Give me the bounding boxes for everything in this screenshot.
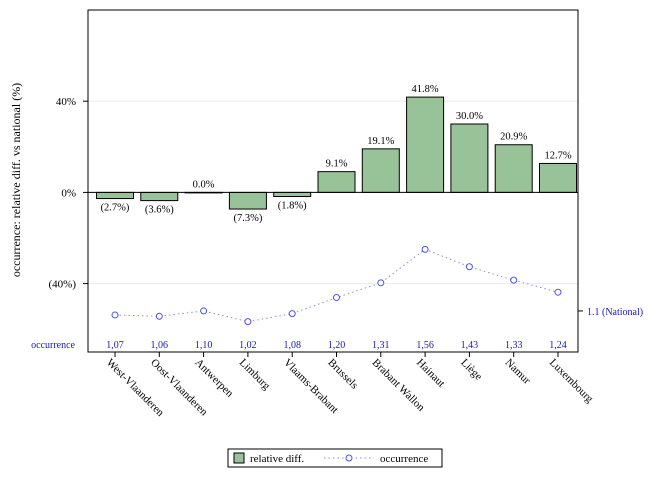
bars-group: (2.7%) (3.6%) 0.0% (7.3%) (1.8%) 9.1% 19.1% 41.… <box>96 84 577 224</box>
bar-value-label: 12.7% <box>544 150 571 161</box>
bar-value-label: (1.8%) <box>278 201 307 212</box>
bar <box>539 162 577 193</box>
occurrence-row-label: occurrence <box>31 340 75 351</box>
bar-value-label: 0.0% <box>193 179 215 190</box>
legend: relative diff. occurrence <box>227 448 443 468</box>
occurrence-point <box>333 294 340 302</box>
occurrence-value-label: 1,24 <box>549 340 567 351</box>
occurrence-value-label: 1,43 <box>461 340 479 351</box>
y-tick-label: 0% <box>61 187 76 199</box>
occurrence-point <box>155 312 163 320</box>
national-reference-label: 1.1 (National) <box>587 307 643 318</box>
bar <box>494 144 533 193</box>
bar <box>96 191 134 200</box>
legend-label-occurrence: occurrence <box>380 453 428 465</box>
bar-value-label: (2.7%) <box>101 203 130 214</box>
bar-value-label: 41.8% <box>412 84 439 95</box>
occurrence-value-label: 1,06 <box>151 340 169 351</box>
occurrence-value-label: 1,20 <box>328 340 346 351</box>
occurrence-point <box>200 307 208 315</box>
occurrence-value-label: 1,56 <box>416 340 434 351</box>
occurrence-point <box>288 310 296 318</box>
bar-value-label: 19.1% <box>367 136 394 147</box>
bar-value-label: 20.9% <box>500 132 527 143</box>
bar <box>140 191 179 202</box>
legend-label-relative-diff: relative diff. <box>250 453 304 465</box>
occurrence-value-label: 1,33 <box>505 340 523 351</box>
bar <box>228 191 267 210</box>
y-tick-label: (40%) <box>49 279 77 291</box>
occurrence-point <box>111 311 119 319</box>
bar-value-label: 9.1% <box>326 159 348 170</box>
occurrence-point <box>554 288 562 296</box>
bar-value-label: (3.6%) <box>145 205 174 216</box>
bar-value-label: 30.0% <box>456 111 483 122</box>
bar <box>450 123 489 193</box>
occurrence-value-label: 1,08 <box>283 340 301 351</box>
occurrence-point <box>465 263 473 271</box>
y-tick-label: 40% <box>56 96 76 108</box>
grid-lines <box>88 100 578 285</box>
occurrence-point <box>421 245 429 253</box>
occurrence-line <box>114 248 559 323</box>
occurrence-point <box>244 318 252 326</box>
occurrence-value-label: 1,31 <box>372 340 390 351</box>
legend-swatch-relative-diff <box>233 452 245 464</box>
y-axis-title: occurrence: relative diff. vs national (… <box>9 83 23 277</box>
bar <box>406 96 445 193</box>
legend-box <box>227 448 443 468</box>
occurrence-value-label: 1,10 <box>195 340 213 351</box>
bar <box>273 191 312 198</box>
bar-value-label: (7.3%) <box>233 213 262 224</box>
legend-marker-occurrence <box>345 454 353 462</box>
plot-frame <box>87 9 579 353</box>
occurrence-point <box>377 279 385 287</box>
bar <box>317 171 356 193</box>
occurrence-value-label: 1,07 <box>106 340 124 351</box>
bar <box>361 148 400 193</box>
occurrence-point <box>510 276 518 284</box>
y-axis: 40% 0% (40%) <box>49 96 578 291</box>
occurrence-value-label: 1,02 <box>239 340 257 351</box>
occurrence-line-group: 1.1 (National) <box>111 245 643 326</box>
